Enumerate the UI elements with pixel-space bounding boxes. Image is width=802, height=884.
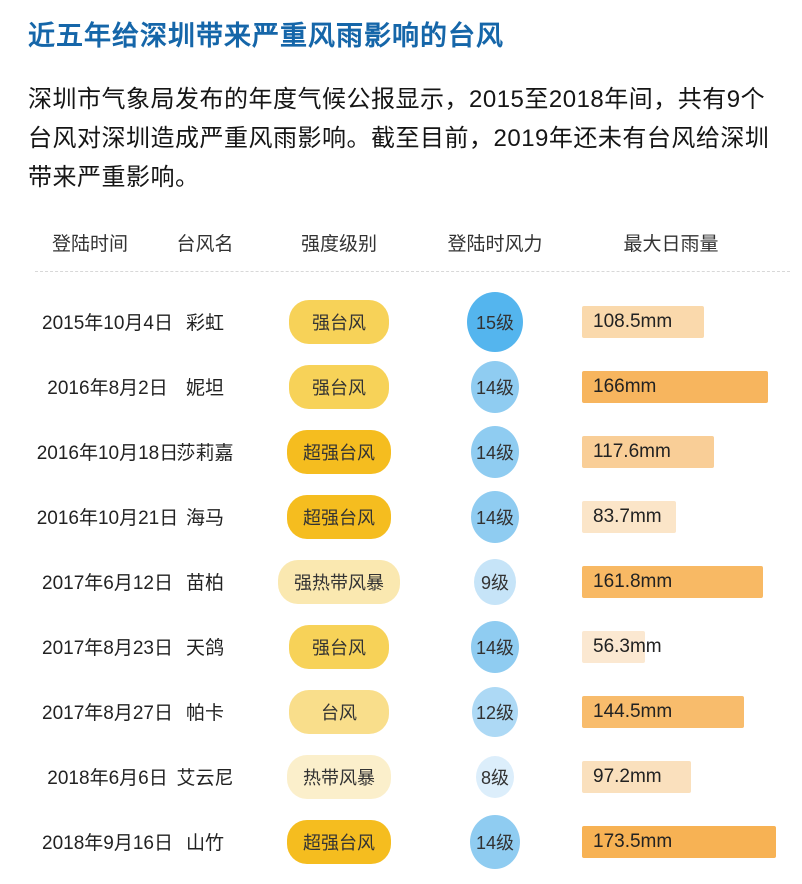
header-max-rainfall: 最大日雨量 — [623, 234, 719, 255]
intensity-badge: 热带风暴 — [287, 754, 391, 799]
intensity-badge: 超强台风 — [287, 494, 391, 539]
typhoon-name: 彩虹 — [185, 313, 224, 334]
page-title: 近五年给深圳带来严重风雨影响的台风 — [28, 21, 504, 51]
intensity-badge: 强台风 — [289, 624, 389, 669]
table-row: 2017年8月27日 帕卡 台风 12级 144.5mm — [0, 679, 802, 744]
rainfall-value: 83.7mm — [593, 505, 662, 527]
header-landing-date: 登陆时间 — [51, 234, 128, 255]
rainfall-value: 173.5mm — [593, 830, 673, 852]
header-landing-wind: 登陆时风力 — [447, 234, 543, 255]
table-rows: 2015年10月4日 彩虹 强台风 15级 108.5mm 2016年8月2日 … — [0, 289, 802, 874]
rainfall-bar: 117.6mm — [582, 435, 714, 468]
landing-date: 2018年9月16日 — [42, 833, 173, 854]
rainfall-value: 117.6mm — [593, 440, 671, 462]
intro-paragraph: 深圳市气象局发布的年度气候公报显示，2015至2018年间，共有9个台风对深圳造… — [28, 86, 770, 191]
table-row: 2018年9月16日 山竹 超强台风 14级 173.5mm — [0, 809, 802, 874]
wind-circle: 14级 — [471, 620, 519, 673]
wind-circle: 14级 — [470, 814, 520, 869]
rainfall-bar: 56.3mm — [582, 630, 662, 663]
landing-date: 2018年6月6日 — [47, 768, 168, 789]
rainfall-value: 97.2mm — [593, 765, 662, 787]
table-row: 2018年6月6日 艾云尼 热带风暴 8级 97.2mm — [0, 744, 802, 809]
rainfall-bar: 166mm — [582, 370, 768, 403]
table-row: 2015年10月4日 彩虹 强台风 15级 108.5mm — [0, 289, 802, 354]
rainfall-bar: 108.5mm — [582, 305, 704, 338]
landing-date: 2016年10月21日 — [36, 508, 179, 529]
rainfall-value: 166mm — [593, 375, 657, 397]
table-row: 2016年10月21日 海马 超强台风 14级 83.7mm — [0, 484, 802, 549]
landing-date: 2017年6月12日 — [42, 573, 173, 594]
rainfall-value: 108.5mm — [593, 310, 673, 332]
rainfall-bar: 161.8mm — [582, 565, 763, 598]
wind-circle: 14级 — [471, 425, 519, 478]
typhoon-name: 帕卡 — [185, 703, 224, 724]
rainfall-bar: 97.2mm — [582, 760, 691, 793]
landing-date: 2017年8月23日 — [42, 638, 173, 659]
table-row: 2017年6月12日 苗柏 强热带风暴 9级 161.8mm — [0, 549, 802, 614]
landing-date: 2016年8月2日 — [47, 378, 168, 399]
rainfall-bar: 173.5mm — [582, 825, 776, 858]
rainfall-bar: 144.5mm — [582, 695, 744, 728]
typhoon-name: 苗柏 — [185, 573, 224, 594]
rainfall-value: 144.5mm — [593, 700, 673, 722]
wind-circle: 15级 — [467, 291, 523, 352]
table-header-row: 登陆时间 台风名 强度级别 登陆时风力 最大日雨量 — [0, 229, 802, 255]
typhoon-name: 莎莉嘉 — [176, 443, 234, 464]
intensity-badge: 超强台风 — [287, 819, 391, 864]
wind-circle: 8级 — [476, 755, 514, 798]
intensity-badge: 超强台风 — [287, 429, 391, 474]
intensity-badge: 强台风 — [289, 364, 389, 409]
landing-date: 2017年8月27日 — [42, 703, 173, 724]
table-row: 2017年8月23日 天鸽 强台风 14级 56.3mm — [0, 614, 802, 679]
rainfall-value: 56.3mm — [593, 635, 662, 657]
intensity-badge: 强台风 — [289, 299, 389, 344]
typhoon-name: 海马 — [185, 508, 224, 529]
rainfall-bar: 83.7mm — [582, 500, 676, 533]
intensity-badge: 强热带风暴 — [278, 559, 400, 604]
intensity-badge: 台风 — [289, 689, 389, 734]
typhoon-name: 山竹 — [185, 833, 224, 854]
landing-date: 2016年10月18日 — [36, 443, 179, 464]
rainfall-value: 161.8mm — [593, 570, 673, 592]
table-row: 2016年10月18日 莎莉嘉 超强台风 14级 117.6mm — [0, 419, 802, 484]
wind-circle: 14级 — [471, 360, 519, 413]
wind-circle: 14级 — [471, 490, 519, 543]
typhoon-name: 天鸽 — [185, 638, 224, 659]
wind-circle: 12级 — [472, 686, 518, 737]
header-intensity: 强度级别 — [300, 234, 377, 255]
landing-date: 2015年10月4日 — [42, 313, 173, 334]
typhoon-name: 艾云尼 — [176, 768, 234, 789]
table-row: 2016年8月2日 妮坦 强台风 14级 166mm — [0, 354, 802, 419]
header-divider-dashed-line — [35, 271, 790, 272]
header-typhoon-name: 台风名 — [176, 234, 234, 255]
wind-circle: 9级 — [474, 558, 516, 605]
typhoon-name: 妮坦 — [185, 378, 224, 399]
